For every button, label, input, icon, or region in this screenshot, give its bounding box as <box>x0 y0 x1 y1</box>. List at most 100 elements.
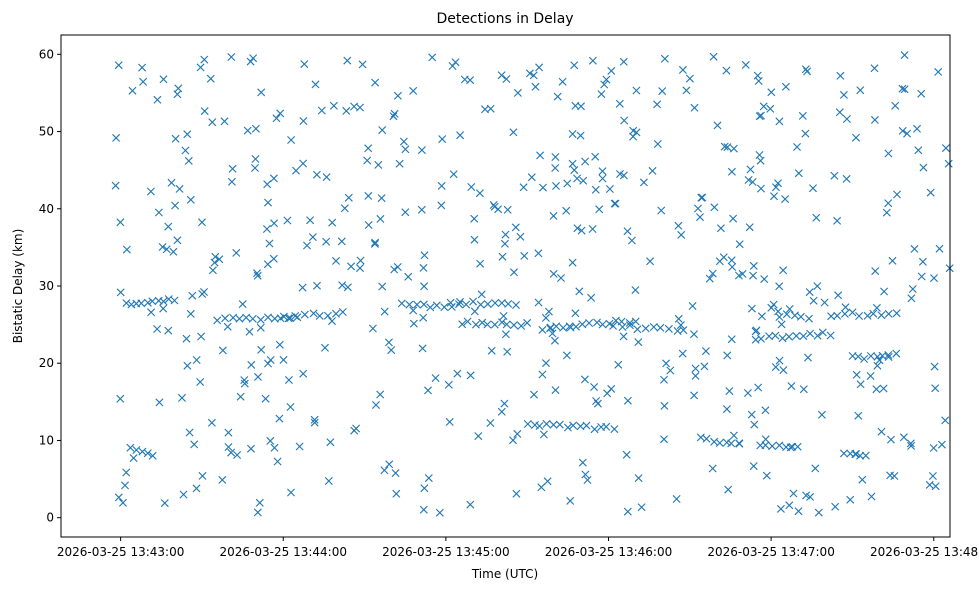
detection-point <box>619 57 628 66</box>
detection-point <box>200 55 209 64</box>
detection-point <box>470 235 479 244</box>
detection-point <box>253 508 262 517</box>
detection-point <box>602 75 611 84</box>
detection-point <box>328 317 336 326</box>
detection-point <box>805 314 813 323</box>
detection-point <box>549 420 558 429</box>
detection-point <box>672 495 681 503</box>
detection-point <box>856 451 865 460</box>
detection-point <box>390 109 399 118</box>
detection-point <box>519 183 528 192</box>
detection-point <box>805 288 814 297</box>
detection-point <box>338 308 347 316</box>
detection-point <box>502 320 511 329</box>
detection-point <box>486 419 495 427</box>
detection-point <box>930 362 939 371</box>
detection-point <box>159 304 168 313</box>
detection-point <box>525 69 534 78</box>
detection-point <box>563 179 572 188</box>
detection-point <box>397 299 406 308</box>
detection-point <box>413 300 421 309</box>
detection-point <box>255 498 264 507</box>
detection-point <box>520 251 529 260</box>
detection-point <box>579 176 588 185</box>
detection-point <box>380 307 389 316</box>
detection-point <box>929 444 938 452</box>
detection-point <box>765 332 774 341</box>
detection-point <box>757 111 765 120</box>
detection-point <box>253 269 261 278</box>
detection-point <box>509 436 517 445</box>
detection-point <box>409 319 418 328</box>
detection-point <box>512 301 520 309</box>
detection-point <box>598 174 607 183</box>
detection-point <box>877 311 886 320</box>
detection-point <box>785 501 794 510</box>
detection-point <box>860 355 869 363</box>
detection-point <box>592 397 601 405</box>
detection-point <box>568 159 577 168</box>
detection-point <box>218 475 227 484</box>
detection-point <box>623 396 632 405</box>
detection-point <box>900 51 909 60</box>
detection-point <box>785 305 794 313</box>
detection-point <box>720 142 729 151</box>
detection-point <box>534 249 543 258</box>
detection-point <box>215 255 224 264</box>
detection-point <box>265 239 274 248</box>
detection-point <box>169 247 178 256</box>
detection-point <box>727 256 736 265</box>
detection-point <box>287 488 295 497</box>
detection-point <box>746 165 755 174</box>
detection-point <box>530 390 538 399</box>
detection-point <box>295 442 304 451</box>
detection-point <box>378 282 387 291</box>
detection-point <box>329 101 338 110</box>
detection-point <box>878 351 887 360</box>
detection-point <box>254 372 262 381</box>
detection-point <box>729 144 738 153</box>
detection-point <box>509 128 518 137</box>
detection-point <box>420 282 429 291</box>
detection-point <box>470 214 479 223</box>
detection-point <box>757 312 766 321</box>
detection-point <box>401 208 410 217</box>
detection-point <box>192 356 201 364</box>
detection-point <box>776 504 785 513</box>
detection-point <box>275 414 284 423</box>
detection-point <box>796 312 805 321</box>
detection-point <box>892 349 901 358</box>
detection-point <box>227 53 236 61</box>
detection-point <box>510 268 518 277</box>
detection-point <box>820 298 829 307</box>
detection-point <box>578 458 587 467</box>
detection-point <box>775 356 784 365</box>
detection-point <box>926 188 935 197</box>
detection-point <box>866 352 875 360</box>
detection-point <box>356 256 365 265</box>
detection-point <box>229 313 238 322</box>
detection-point <box>372 401 380 409</box>
detection-point <box>767 303 776 312</box>
detection-point <box>835 108 844 117</box>
detection-point <box>910 244 919 253</box>
detection-point <box>257 345 266 354</box>
detection-point <box>688 302 697 310</box>
detection-point <box>775 117 784 126</box>
detection-point <box>891 101 900 110</box>
detection-point <box>206 74 215 83</box>
detection-point <box>153 325 162 333</box>
detection-point <box>649 323 658 331</box>
detection-point <box>766 104 775 113</box>
detection-point <box>931 384 940 393</box>
detection-point <box>605 319 614 328</box>
detection-point <box>455 300 463 309</box>
detection-point <box>658 87 667 96</box>
detection-point <box>925 480 934 489</box>
detection-point <box>842 174 851 183</box>
detection-point <box>632 86 641 95</box>
detection-point <box>600 80 609 89</box>
detection-point <box>391 469 400 478</box>
detection-point <box>197 332 206 341</box>
detection-point <box>839 90 848 99</box>
